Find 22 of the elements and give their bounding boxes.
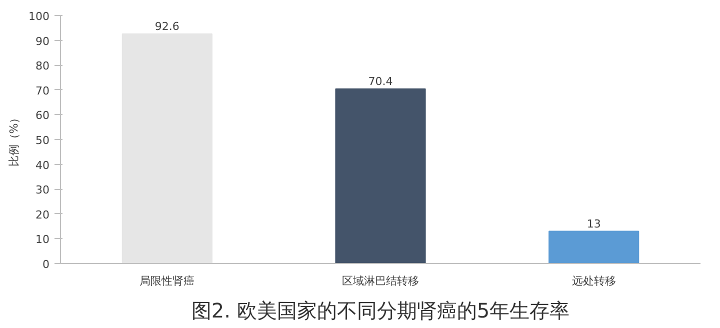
x-tick-label: 局限性肾癌 — [140, 274, 195, 288]
y-axis-title: 比例（%） — [8, 112, 21, 167]
bar — [122, 33, 212, 264]
y-tick-label: 50 — [36, 134, 50, 147]
data-label: 70.4 — [368, 74, 393, 88]
y-tick-label: 100 — [28, 10, 50, 23]
y-tick-label: 10 — [36, 233, 50, 246]
text: 图2. 欧美国家的不同分期肾癌的5年生存率 — [191, 298, 570, 322]
x-tick-label: 远处转移 — [572, 274, 616, 288]
y-tick-label: 20 — [36, 208, 50, 222]
y-tick-label: 60 — [36, 109, 50, 122]
x-tick-label: 区域淋巴结转移 — [342, 274, 419, 288]
y-tick-label: 30 — [36, 184, 50, 197]
y-tick-label: 80 — [36, 60, 50, 73]
y-tick-label: 90 — [36, 34, 50, 48]
y-tick-label: 70 — [36, 84, 50, 98]
bar — [335, 88, 426, 264]
data-label: 92.6 — [154, 20, 180, 33]
y-tick-label: 40 — [36, 158, 50, 172]
bar — [548, 230, 640, 264]
y-tick-label: 0 — [42, 258, 50, 271]
data-label: 13 — [586, 217, 601, 230]
